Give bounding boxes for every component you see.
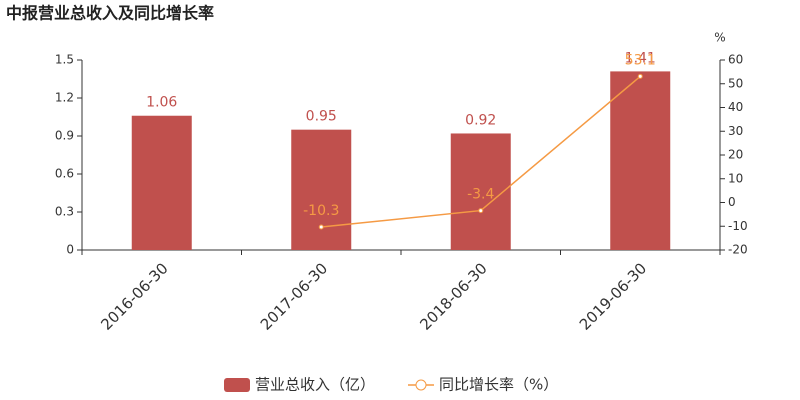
y2-tick-label: -20	[728, 243, 748, 257]
y2-tick-label: 10	[728, 171, 743, 185]
bar-value-label: 0.95	[306, 109, 337, 125]
legend-swatch	[415, 379, 427, 391]
y2-tick-label: 50	[728, 76, 743, 90]
y-tick-label: 0.6	[55, 167, 74, 181]
bar	[450, 133, 511, 250]
y2-tick-label: 0	[728, 195, 736, 209]
y-tick-label: 1.5	[55, 53, 74, 67]
chart-title: 中报营业总收入及同比增长率	[6, 4, 214, 23]
line-point	[637, 73, 643, 79]
legend-swatch	[224, 378, 250, 392]
y-tick-label: 0	[66, 243, 74, 257]
y-tick-label: 0.3	[55, 205, 74, 219]
y-tick-label: 0.9	[55, 129, 74, 143]
bar-value-label: 0.92	[465, 112, 496, 128]
y2-tick-label: 30	[728, 124, 743, 138]
x-tick-label: 2018-06-30	[416, 259, 490, 333]
y2-tick-label: 20	[728, 148, 743, 162]
y-tick-label: 1.2	[55, 91, 74, 105]
x-tick-label: 2019-06-30	[576, 259, 650, 333]
line-value-label: -3.4	[467, 187, 494, 203]
x-tick-label: 2017-06-30	[257, 259, 331, 333]
y2-tick-label: 40	[728, 100, 743, 114]
line-point	[318, 224, 324, 230]
y2-tick-label: -10	[728, 219, 748, 233]
line-value-label: -10.3	[303, 203, 339, 219]
bar-value-label: 1.06	[146, 95, 177, 111]
line-point	[478, 208, 484, 214]
line-value-label: 53.1	[625, 52, 656, 68]
bar	[131, 115, 192, 250]
legend-label: 营业总收入（亿）	[255, 376, 375, 394]
x-tick-label: 2016-06-30	[97, 259, 171, 333]
bar	[610, 71, 671, 251]
bar	[291, 129, 352, 250]
y2-tick-label: 60	[728, 53, 743, 67]
bar-value-label: 1.41	[625, 50, 656, 66]
legend-label: 同比增长率（%）	[439, 376, 558, 394]
y2-axis-unit: %	[714, 31, 725, 45]
